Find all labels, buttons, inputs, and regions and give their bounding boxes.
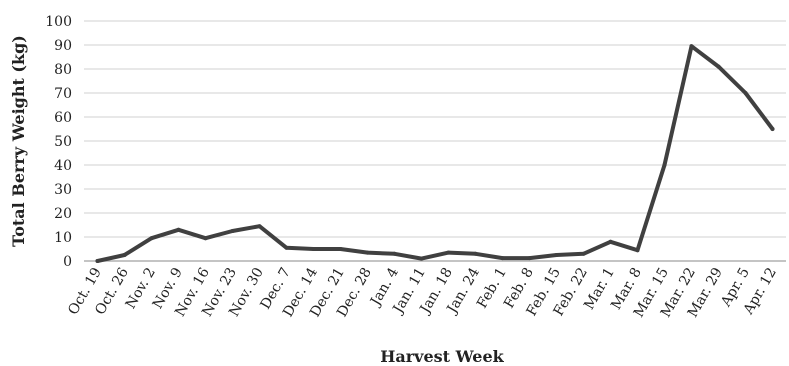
- data-point: [635, 248, 640, 253]
- data-point: [662, 163, 667, 167]
- data-point: [122, 253, 127, 257]
- y-axis-tick-labels: 0 10 20 30 40 50 60 70 80 90 100: [45, 14, 72, 270]
- y-tick-label: 90: [54, 38, 72, 54]
- data-point: [338, 247, 343, 251]
- y-tick-label: 10: [54, 230, 72, 246]
- data-point: [311, 247, 316, 251]
- data-point: [689, 44, 694, 49]
- data-point: [581, 251, 586, 256]
- data-point: [365, 250, 370, 255]
- data-point: [230, 229, 235, 233]
- y-tick-label: 70: [54, 86, 72, 102]
- data-point: [257, 224, 262, 229]
- data-point: [770, 127, 775, 131]
- data-point: [392, 251, 397, 256]
- data-point: [473, 251, 478, 256]
- data-point: [284, 245, 289, 250]
- data-point: [743, 91, 748, 95]
- y-tick-label: 80: [54, 62, 72, 78]
- y-tick-label: 50: [54, 134, 72, 150]
- data-point: [419, 256, 424, 261]
- y-axis-title: Total Berry Weight (kg): [9, 35, 28, 247]
- y-tick-label: 100: [45, 14, 72, 30]
- y-tick-label: 30: [54, 182, 72, 198]
- gridlines: [84, 20, 786, 262]
- data-point: [608, 239, 613, 244]
- data-point: [716, 64, 721, 69]
- data-point: [527, 256, 532, 261]
- series-line: [95, 44, 775, 263]
- data-point: [149, 236, 154, 241]
- y-tick-label: 0: [63, 254, 72, 270]
- y-tick-label: 40: [54, 158, 72, 174]
- y-tick-label: 20: [54, 206, 72, 222]
- series-layer: [95, 44, 775, 263]
- data-point: [203, 236, 208, 241]
- data-point: [500, 256, 505, 261]
- data-point: [95, 259, 100, 263]
- data-point: [554, 253, 559, 257]
- x-axis-title: Harvest Week: [380, 347, 504, 366]
- data-point: [176, 227, 181, 232]
- y-tick-label: 60: [54, 110, 72, 126]
- data-point: [446, 250, 451, 255]
